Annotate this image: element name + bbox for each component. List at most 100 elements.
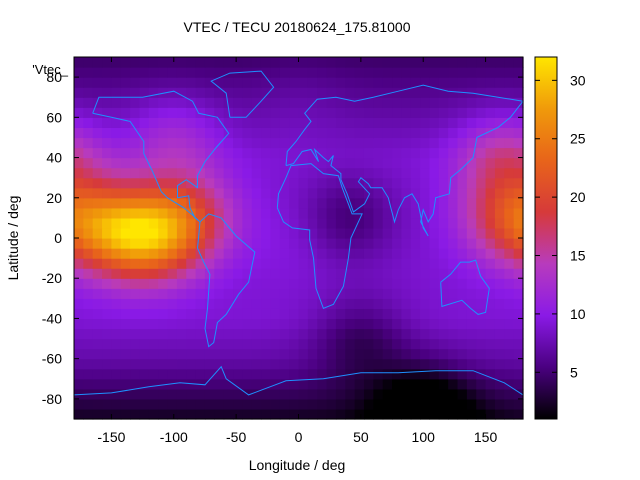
heatmap-cell bbox=[251, 87, 262, 98]
heatmap-cell bbox=[466, 358, 477, 370]
heatmap-cell bbox=[242, 398, 253, 410]
heatmap-cell bbox=[176, 97, 187, 108]
heatmap-cell bbox=[167, 298, 178, 309]
heatmap-cell bbox=[186, 398, 197, 410]
heatmap-cell bbox=[158, 87, 169, 98]
heatmap-cell bbox=[401, 358, 412, 370]
heatmap-cell bbox=[214, 368, 225, 380]
heatmap-cell bbox=[251, 207, 262, 219]
heatmap-cell bbox=[176, 157, 187, 169]
heatmap-cell bbox=[148, 87, 159, 98]
heatmap-cell bbox=[195, 157, 206, 169]
heatmap-cell bbox=[102, 57, 113, 68]
y-tick-label: -40 bbox=[42, 310, 62, 326]
heatmap-cell bbox=[345, 217, 356, 229]
heatmap-cell bbox=[401, 288, 412, 299]
heatmap-cell bbox=[438, 147, 449, 159]
heatmap-cell bbox=[242, 117, 253, 128]
heatmap-cell bbox=[448, 167, 459, 179]
heatmap-cell bbox=[74, 408, 84, 420]
heatmap-cell bbox=[261, 57, 272, 68]
heatmap-cell bbox=[148, 338, 159, 350]
heatmap-cell bbox=[298, 177, 309, 189]
heatmap-cell bbox=[373, 147, 384, 159]
heatmap-cell bbox=[326, 298, 337, 309]
heatmap-cell bbox=[410, 358, 421, 370]
heatmap-cell bbox=[457, 248, 468, 259]
heatmap-cell bbox=[242, 338, 253, 350]
heatmap-cell bbox=[139, 388, 150, 400]
heatmap-cell bbox=[214, 227, 225, 239]
heatmap-cell bbox=[401, 207, 412, 219]
heatmap-cell bbox=[120, 177, 131, 189]
y-tick-label: -20 bbox=[42, 270, 62, 286]
heatmap-cell bbox=[485, 117, 496, 128]
heatmap-cell bbox=[466, 248, 477, 259]
heatmap-cell bbox=[130, 157, 141, 169]
heatmap-cell bbox=[223, 217, 234, 229]
heatmap-cell bbox=[270, 288, 281, 299]
heatmap-cell bbox=[148, 127, 159, 139]
heatmap-cell bbox=[261, 308, 272, 320]
heatmap-cell bbox=[448, 248, 459, 259]
heatmap-cell bbox=[485, 288, 496, 299]
heatmap-cell bbox=[214, 308, 225, 320]
heatmap-cell bbox=[92, 67, 103, 78]
heatmap-cell bbox=[148, 67, 159, 78]
heatmap-cell bbox=[261, 167, 272, 179]
heatmap-cell bbox=[382, 238, 393, 249]
heatmap-cell bbox=[504, 378, 515, 390]
heatmap-cell bbox=[438, 177, 449, 189]
heatmap-cell bbox=[513, 278, 524, 289]
heatmap-cell bbox=[204, 288, 215, 299]
heatmap-cell bbox=[120, 87, 131, 98]
heatmap-cell bbox=[176, 288, 187, 299]
heatmap-cell bbox=[83, 57, 94, 68]
heatmap-cell bbox=[158, 197, 169, 209]
heatmap-cell bbox=[420, 368, 431, 380]
heatmap-cell bbox=[74, 368, 84, 380]
heatmap-cell bbox=[513, 318, 524, 330]
heatmap-cell bbox=[410, 368, 421, 380]
heatmap-cell bbox=[429, 217, 440, 229]
heatmap-cell bbox=[167, 238, 178, 249]
heatmap-cell bbox=[466, 87, 477, 98]
heatmap-cell bbox=[167, 258, 178, 269]
heatmap-cell bbox=[167, 318, 178, 330]
heatmap-cell bbox=[186, 388, 197, 400]
heatmap-cell bbox=[111, 238, 122, 249]
heatmap-cell bbox=[186, 87, 197, 98]
heatmap-cell bbox=[83, 167, 94, 179]
heatmap-cell bbox=[176, 217, 187, 229]
heatmap-cell bbox=[410, 197, 421, 209]
heatmap-cell bbox=[429, 318, 440, 330]
heatmap-cell bbox=[102, 217, 113, 229]
heatmap-cell bbox=[74, 308, 84, 320]
heatmap-cell bbox=[307, 187, 318, 199]
heatmap-cell bbox=[363, 57, 374, 68]
heatmap-cell bbox=[382, 298, 393, 309]
heatmap-cell bbox=[111, 398, 122, 410]
heatmap-cell bbox=[130, 207, 141, 219]
heatmap-cell bbox=[513, 57, 524, 68]
heatmap-cell bbox=[363, 227, 374, 239]
heatmap-cell bbox=[307, 408, 318, 420]
heatmap-cell bbox=[186, 157, 197, 169]
heatmap-cell bbox=[148, 57, 159, 68]
heatmap-cell bbox=[485, 67, 496, 78]
heatmap-cell bbox=[363, 308, 374, 320]
heatmap-cell bbox=[279, 207, 290, 219]
heatmap-cell bbox=[476, 348, 487, 360]
heatmap-cell bbox=[448, 238, 459, 249]
heatmap-cell bbox=[457, 398, 468, 410]
heatmap-cell bbox=[111, 227, 122, 239]
heatmap-cell bbox=[289, 368, 300, 380]
heatmap-cell bbox=[429, 87, 440, 98]
heatmap-cell bbox=[214, 348, 225, 360]
heatmap-cell bbox=[251, 127, 262, 139]
heatmap-cell bbox=[130, 67, 141, 78]
heatmap-cell bbox=[513, 87, 524, 98]
heatmap-cell bbox=[270, 358, 281, 370]
heatmap-cell bbox=[92, 388, 103, 400]
heatmap-cell bbox=[363, 127, 374, 139]
